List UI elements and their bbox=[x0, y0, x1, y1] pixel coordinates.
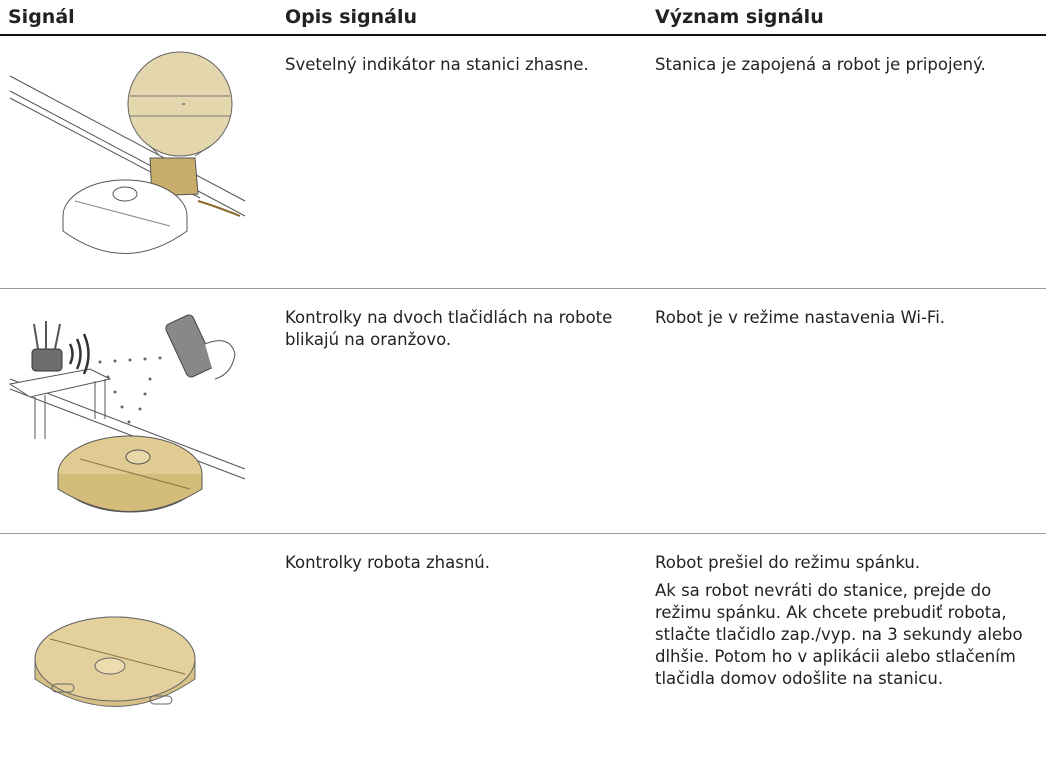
meaning: Robot je v režime nastavenia Wi-Fi. bbox=[655, 307, 1040, 335]
wifi-illustration bbox=[8, 314, 246, 513]
meaning-text: Robot prešiel do režimu spánku. bbox=[655, 553, 921, 572]
table-row: Kontrolky na dvoch tlačidlách na robote … bbox=[0, 289, 1046, 534]
description: Kontrolky na dvoch tlačidlách na robote … bbox=[285, 308, 613, 349]
table-row: Svetelný indikátor na stanici zhasne. St… bbox=[0, 36, 1046, 289]
header-cell: Signál bbox=[8, 6, 75, 28]
station-illustration bbox=[9, 51, 246, 254]
header-cell: Význam signálu bbox=[655, 6, 824, 28]
description: Svetelný indikátor na stanici zhasne. bbox=[285, 55, 589, 74]
meaning-text: Ak sa robot nevráti do stanice, prejde d… bbox=[655, 581, 1023, 688]
table-row: Kontrolky robota zhasnú. Robot prešiel d… bbox=[0, 534, 1046, 780]
meaning-text: Stanica je zapojená a robot je pripojený… bbox=[655, 55, 986, 74]
description: Kontrolky robota zhasnú. bbox=[285, 553, 490, 572]
meaning: Robot prešiel do režimu spánku. Ak sa ro… bbox=[655, 552, 1040, 696]
robot-illustration bbox=[34, 616, 196, 707]
meaning-text: Robot je v režime nastavenia Wi-Fi. bbox=[655, 308, 946, 327]
meaning: Stanica je zapojená a robot je pripojený… bbox=[655, 54, 1040, 82]
table-header: Signál Opis signálu Význam signálu bbox=[0, 0, 1046, 36]
header-cell: Opis signálu bbox=[285, 6, 417, 28]
